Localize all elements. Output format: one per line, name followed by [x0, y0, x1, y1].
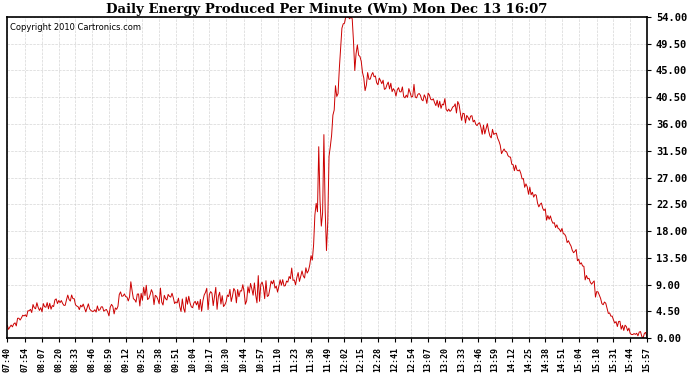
- Title: Daily Energy Produced Per Minute (Wm) Mon Dec 13 16:07: Daily Energy Produced Per Minute (Wm) Mo…: [106, 3, 548, 16]
- Text: Copyright 2010 Cartronics.com: Copyright 2010 Cartronics.com: [10, 23, 141, 32]
